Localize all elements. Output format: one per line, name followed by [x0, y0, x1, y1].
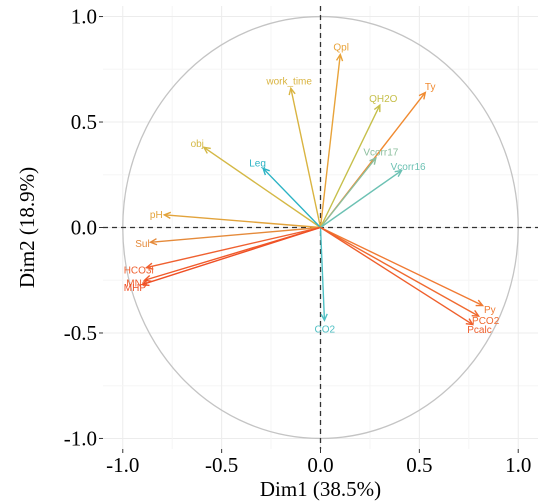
variable-arrow: [319, 104, 381, 228]
variable-label: CO2: [315, 324, 336, 335]
variable-arrow-head: [162, 211, 172, 219]
variable-arrow: [146, 226, 321, 269]
variable-arrow-head: [202, 146, 211, 154]
variable-label: HCO3l: [124, 265, 154, 276]
variable-label: Qpl: [333, 43, 349, 54]
variable-arrow-head: [465, 318, 475, 326]
variable-arrow: [262, 167, 322, 228]
variable-label: MHP: [124, 283, 147, 294]
x-tick-label: 1.0: [505, 453, 531, 477]
variable-label: MNo: [126, 279, 148, 290]
variable-arrow-head: [148, 238, 158, 246]
variable-label: QH2O: [369, 94, 398, 105]
y-tick-label: -1.0: [64, 426, 97, 450]
variable-arrow: [290, 88, 322, 228]
x-tick-label: -1.0: [106, 453, 139, 477]
variable-arrow: [142, 226, 321, 286]
variable-label: pH: [150, 210, 163, 221]
variable-arrow-head: [262, 167, 270, 176]
variable-label: obj: [191, 139, 204, 150]
variable-arrow-head: [335, 52, 344, 62]
variable-arrow-head: [394, 169, 403, 177]
variable-arrow: [150, 226, 321, 243]
variable-arrow: [320, 226, 483, 307]
y-tick-label: 1.0: [71, 5, 97, 29]
variable-label: Py: [484, 305, 496, 316]
variable-arrow: [319, 54, 341, 228]
variable-arrow: [164, 214, 321, 229]
x-tick-label: 0.0: [307, 453, 333, 477]
x-tick-label: 0.5: [406, 453, 432, 477]
variable-arrow: [203, 146, 321, 229]
variable-label: Ty: [425, 82, 436, 93]
variable-arrow-head: [373, 103, 381, 113]
variable-arrow-head: [141, 279, 150, 287]
variable-label: Sul: [135, 239, 149, 250]
variable-label: PCO2: [472, 316, 500, 327]
variable-arrow-head: [471, 309, 481, 317]
variable-arrow: [319, 227, 326, 321]
variable-arrow-head: [369, 156, 377, 165]
y-tick-label: 0.5: [71, 110, 97, 134]
variable-arrow: [319, 157, 377, 228]
y-axis-title: Dim2 (18.9%): [15, 167, 39, 288]
variable-arrow-head: [320, 313, 328, 322]
variable-labels: Qpl work_time Ty QH2O obj Vcorr17 Leg Vcorr16 pH…: [124, 43, 500, 336]
variable-arrow-head: [142, 274, 152, 283]
variable-label: Vcorr17: [363, 148, 398, 159]
variable-label: Leg: [249, 159, 266, 170]
variable-arrows: [141, 52, 485, 326]
variable-arrow: [320, 226, 480, 317]
variable-arrow-head: [144, 262, 154, 270]
variable-arrow: [320, 169, 402, 229]
variable-arrow-head: [418, 91, 427, 100]
variable-arrow-head: [475, 299, 485, 307]
x-axis-title: Dim1 (38.5%): [260, 477, 381, 501]
y-tick-label: -0.5: [64, 321, 97, 345]
variable-label: Vcorr16: [391, 162, 426, 173]
y-tick-label: 0.0: [71, 216, 97, 240]
variable-arrow-head: [288, 86, 296, 96]
variable-arrow: [320, 226, 474, 326]
variable-label: work_time: [265, 76, 312, 87]
variable-label: Pcalc: [467, 325, 491, 336]
axes: -1.0 -0.5 0.0 0.5 1.0 -1.0 -0.5 0.0 0.5 1.0: [64, 5, 532, 477]
x-tick-label: -0.5: [205, 453, 238, 477]
